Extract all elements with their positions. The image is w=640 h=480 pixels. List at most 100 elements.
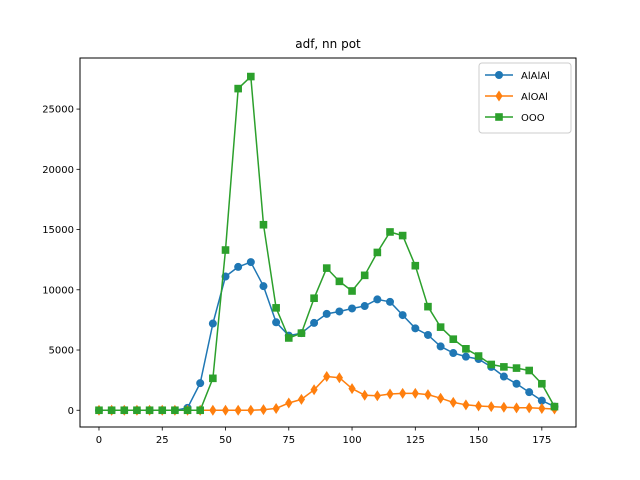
data-point bbox=[196, 406, 205, 415]
y-tick-label: 20000 bbox=[42, 165, 74, 176]
x-tick-label: 50 bbox=[219, 435, 232, 446]
x-tick-label: 125 bbox=[406, 435, 425, 446]
data-point bbox=[386, 297, 394, 306]
data-point bbox=[284, 334, 293, 342]
x-tick-label: 175 bbox=[532, 435, 551, 446]
data-point bbox=[234, 84, 242, 93]
data-point bbox=[424, 389, 432, 401]
data-point bbox=[423, 330, 432, 339]
data-point bbox=[360, 302, 369, 311]
data-point bbox=[474, 400, 483, 412]
data-point bbox=[550, 402, 559, 411]
data-point bbox=[462, 345, 470, 353]
legend-marker bbox=[495, 90, 503, 102]
data-point bbox=[437, 392, 445, 404]
chart-title: adf, nn pot bbox=[295, 37, 361, 51]
data-point bbox=[95, 406, 103, 415]
data-point bbox=[297, 329, 306, 337]
data-point bbox=[411, 324, 420, 333]
data-point bbox=[436, 342, 445, 351]
data-point bbox=[525, 402, 533, 414]
data-point bbox=[386, 388, 394, 400]
data-point bbox=[323, 371, 331, 383]
data-point bbox=[221, 404, 230, 416]
legend-label: AlAlAl bbox=[521, 71, 550, 82]
data-point bbox=[474, 352, 483, 360]
data-point bbox=[487, 401, 495, 413]
data-point bbox=[424, 302, 432, 311]
series-ooo bbox=[95, 72, 559, 415]
data-point bbox=[500, 363, 508, 371]
x-tick-label: 75 bbox=[282, 435, 295, 446]
data-point bbox=[133, 406, 141, 415]
x-axis: 0 25 50 75 100 125 150 175 bbox=[96, 427, 551, 446]
data-point bbox=[259, 404, 268, 416]
data-point bbox=[373, 248, 382, 257]
data-point bbox=[449, 349, 458, 358]
data-point bbox=[209, 404, 217, 416]
data-point bbox=[398, 231, 407, 240]
data-point bbox=[120, 406, 129, 415]
data-point bbox=[234, 404, 242, 416]
data-point bbox=[221, 246, 230, 254]
data-point bbox=[310, 318, 319, 327]
data-point bbox=[247, 404, 255, 416]
x-tick-label: 25 bbox=[156, 435, 169, 446]
data-point bbox=[246, 258, 255, 267]
data-point bbox=[259, 220, 268, 229]
data-point bbox=[272, 318, 281, 327]
y-tick-label: 15000 bbox=[42, 225, 74, 236]
data-point bbox=[158, 406, 167, 415]
data-point bbox=[449, 335, 458, 343]
data-point bbox=[259, 282, 268, 291]
data-point bbox=[386, 228, 394, 236]
data-point bbox=[322, 264, 331, 272]
data-point bbox=[487, 360, 496, 369]
data-point bbox=[348, 383, 356, 395]
legend-marker bbox=[495, 71, 503, 79]
data-point bbox=[348, 304, 357, 313]
data-point bbox=[499, 372, 508, 381]
data-point bbox=[247, 72, 255, 81]
y-axis: 0 5000 10000 15000 20000 25000 bbox=[42, 105, 80, 417]
data-point bbox=[538, 379, 546, 388]
data-point bbox=[512, 402, 521, 414]
data-point bbox=[436, 323, 445, 331]
data-point bbox=[310, 294, 318, 303]
data-point bbox=[399, 387, 407, 399]
data-point bbox=[373, 295, 382, 304]
data-point bbox=[525, 388, 534, 397]
x-tick-label: 150 bbox=[469, 435, 488, 446]
y-tick-label: 25000 bbox=[42, 105, 74, 116]
data-point bbox=[272, 304, 280, 312]
legend-label: AlOAl bbox=[521, 92, 548, 103]
series-layer bbox=[94, 72, 559, 416]
data-point bbox=[525, 366, 533, 375]
data-point bbox=[411, 261, 420, 270]
data-point bbox=[461, 352, 470, 361]
data-point bbox=[348, 287, 356, 295]
data-point bbox=[285, 397, 293, 409]
data-point bbox=[171, 406, 179, 415]
data-point bbox=[145, 406, 154, 415]
data-point bbox=[373, 390, 381, 402]
data-point bbox=[310, 384, 318, 396]
data-point bbox=[322, 309, 331, 318]
data-point bbox=[361, 389, 369, 401]
data-point bbox=[208, 319, 217, 328]
data-point bbox=[335, 307, 344, 316]
data-point bbox=[196, 379, 205, 388]
data-point bbox=[500, 401, 508, 413]
data-point bbox=[512, 364, 521, 372]
data-point bbox=[411, 387, 419, 399]
legend-marker bbox=[495, 113, 503, 121]
data-point bbox=[398, 311, 407, 320]
data-point bbox=[360, 271, 369, 280]
x-tick-label: 0 bbox=[96, 435, 102, 446]
data-point bbox=[272, 402, 280, 414]
data-point bbox=[234, 262, 243, 271]
legend: AlAlAl AlOAl OOO bbox=[478, 62, 572, 134]
data-point bbox=[335, 372, 343, 384]
data-point bbox=[297, 393, 306, 405]
